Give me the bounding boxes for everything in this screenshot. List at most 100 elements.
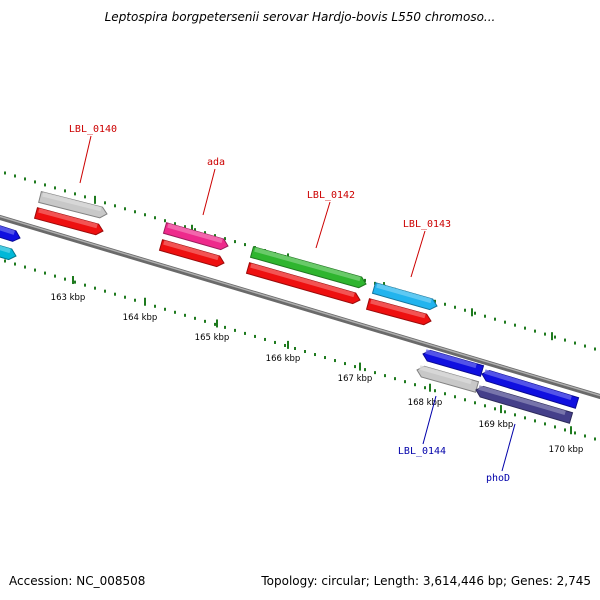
outer-tick-track-dot (104, 201, 106, 205)
inner-tick-track-dot (4, 259, 6, 263)
gene-ada-label: ada (207, 157, 225, 168)
outer-tick-track-dot (114, 204, 116, 208)
outer-tick-track-dot (234, 240, 236, 244)
outer-tick-track-dot (64, 189, 66, 193)
inner-tick-track-dot (54, 274, 56, 278)
outer-tick-track-dot (44, 183, 46, 187)
inner-tick-track-dot (164, 307, 166, 311)
inner-tick-track-dot (544, 422, 546, 426)
outer-tick-track-dot (504, 320, 506, 324)
outer-tick-track-dot (524, 326, 526, 330)
outer-tick-track-dot (364, 278, 366, 282)
inner-tick-track-dot (464, 398, 466, 402)
gene-lbl-0140-leader (79, 135, 92, 184)
kbp-tick-label: 170 kbp (549, 445, 584, 455)
outer-tick-track-dot (244, 243, 246, 247)
gene-highlight-LBL_0140 (42, 192, 102, 212)
inner-tick-track-dot (364, 368, 366, 372)
outer-tick-track-dot (584, 344, 586, 348)
outer-tick-track-dot (444, 302, 446, 306)
outer-tick-track-dot (574, 341, 576, 345)
outer-tick-track-dot (494, 317, 496, 321)
inner-tick-track-dot (434, 389, 436, 393)
kbp-tick-label: 164 kbp (123, 313, 158, 323)
outer-tick-track-dot (174, 222, 176, 226)
inner-tick-track-dot (524, 416, 526, 420)
inner-tick-track-dot (574, 431, 576, 435)
outer-tick-track-dot (454, 305, 456, 309)
outer-tick-track-dot (554, 335, 556, 339)
inner-tick-track-dot (94, 286, 96, 290)
gene-highlight-LBL_0143 (376, 283, 432, 304)
inner-tick-track-dot (354, 365, 356, 369)
gene-phod-label: phoD (486, 473, 510, 484)
inner-tick-track-dot (244, 331, 246, 335)
inner-tick-track-dot (284, 343, 286, 347)
inner-tick-track-dot (324, 356, 326, 360)
outer-tick-track-dot (144, 213, 146, 217)
outer-tick-track-dot (4, 171, 6, 175)
outer-tick-track-dot (434, 299, 436, 303)
kbp-tick-label: 166 kbp (266, 354, 301, 364)
gene-highlight-LBL_0144 (419, 365, 472, 385)
outer-tick-track-dot (74, 192, 76, 196)
inner-tick-track-dot (264, 337, 266, 341)
gene-highlight-ada (167, 223, 223, 244)
kbp-tick-label: 169 kbp (479, 420, 514, 430)
gene-highlight-left-blue (0, 225, 16, 235)
inner-tick-track-dot (64, 277, 66, 281)
inner-tick-track-dot (184, 313, 186, 317)
inner-tick-track-dot (424, 386, 426, 390)
inner-tick-track-dot (444, 392, 446, 396)
kbp-tick-label: 163 kbp (51, 293, 86, 303)
gene-phod-leader (501, 423, 516, 472)
inner-tick-track-dot (304, 350, 306, 354)
outer-tick-track-dot (164, 219, 166, 223)
inner-tick-track-dot (194, 316, 196, 320)
inner-tick-track-dot (414, 383, 416, 387)
inner-tick-track-dot (14, 262, 16, 266)
gene-highlight-phoD (478, 385, 566, 416)
gene-lbl-0144-leader (422, 395, 437, 445)
accession-label: Accession: NC_008508 (9, 574, 146, 588)
inner-tick-track-dot (74, 280, 76, 284)
gene-highlight-right-blue-b (484, 369, 572, 400)
inner-tick-track-dot (484, 404, 486, 408)
inner-tick-track-dot (584, 434, 586, 438)
inner-tick-track-dot (84, 283, 86, 287)
map-title: Leptospira borgpetersenii serovar Hardjo… (104, 10, 496, 24)
inner-tick-track-dot (124, 295, 126, 299)
inner-tick-track-dot (404, 380, 406, 384)
inner-tick-track-dot (44, 271, 46, 275)
outer-tick-track-dot (24, 177, 26, 181)
outer-tick-track-dot (14, 174, 16, 178)
inner-tick-track-dot (224, 325, 226, 329)
outer-tick-track-dot (514, 323, 516, 327)
gene-highlight-ada-cds (163, 240, 219, 261)
inner-tick-track-dot (114, 292, 116, 296)
inner-tick-track-dot (474, 401, 476, 405)
outer-tick-track-dot (474, 311, 476, 315)
outer-tick-track-dot (184, 225, 186, 229)
inner-tick-track-dot (134, 298, 136, 302)
gene-highlight-LBL_0143-cds (370, 299, 426, 319)
gene-lbl-0142-leader (315, 201, 331, 249)
inner-tick-track-dot (384, 374, 386, 378)
outer-tick-track-dot (84, 195, 86, 199)
inner-tick-track-dot (294, 346, 296, 350)
outer-tick-track-dot (224, 237, 226, 241)
inner-tick-track-dot (554, 425, 556, 429)
inner-tick-track-dot (344, 362, 346, 366)
gene-highlight-left-cyan (0, 245, 11, 254)
inner-tick-track-dot (24, 265, 26, 269)
inner-tick-track-dot (514, 413, 516, 417)
inner-tick-track-dot (174, 310, 176, 314)
kbp-tick-label: 165 kbp (195, 333, 230, 343)
outer-tick-track-dot (544, 332, 546, 336)
gene-highlight-right-blue-a (425, 349, 477, 369)
outer-tick-track-dot (34, 180, 36, 184)
inner-tick-track-dot (314, 353, 316, 357)
inner-tick-track-dot (374, 371, 376, 375)
